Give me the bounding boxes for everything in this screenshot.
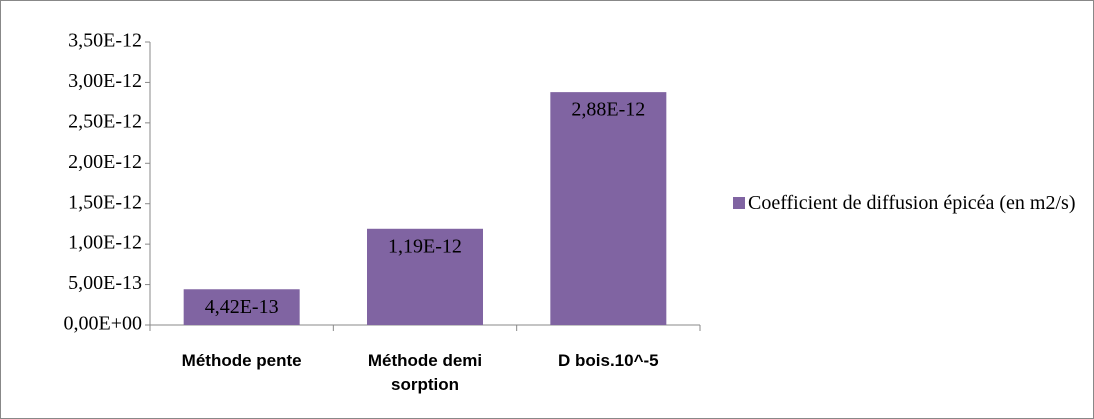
data-label: 4,42E-13: [205, 296, 279, 318]
bar: [550, 92, 667, 325]
x-tick-label: Méthode demi sorption: [367, 351, 483, 394]
y-tick-label: 3,00E-12: [68, 70, 142, 92]
x-tick-label: D bois.10^-5: [558, 351, 659, 370]
data-label: 2,88E-12: [571, 99, 645, 121]
bar: [367, 228, 483, 325]
y-tick-label: 1,00E-12: [68, 232, 142, 254]
legend-swatch: [733, 197, 745, 209]
y-tick-label: 2,50E-12: [68, 110, 142, 132]
y-tick-label: 5,00E-13: [68, 272, 142, 294]
data-label: 1,19E-12: [388, 235, 462, 257]
y-tick-label: 2,00E-12: [68, 151, 142, 173]
y-tick-label: 3,50E-12: [68, 30, 142, 52]
y-tick-label: 0,00E+00: [64, 313, 143, 335]
legend-label: Coefficient de diffusion épicéa (en m2/s…: [748, 192, 1076, 214]
y-tick-label: 1,50E-12: [68, 191, 142, 213]
bar: [183, 289, 300, 325]
x-tick-label: Méthode pente: [181, 351, 302, 370]
